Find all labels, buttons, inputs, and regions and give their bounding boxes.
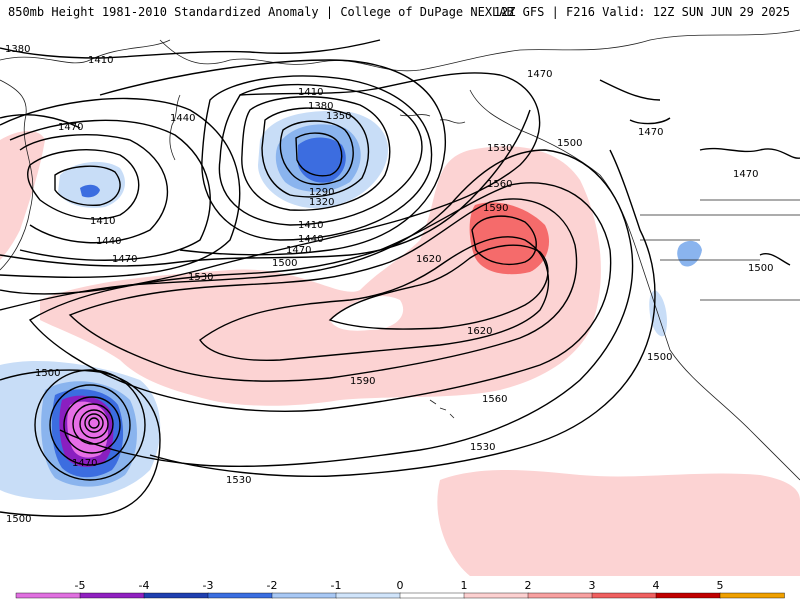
contour-label: 1530 bbox=[470, 442, 495, 453]
colorbar-segment bbox=[15, 592, 81, 599]
colorbar-segment bbox=[143, 592, 209, 599]
contour-label: 1500 bbox=[647, 352, 672, 363]
colorbar-segments bbox=[15, 592, 785, 599]
colorbar-segment bbox=[527, 592, 593, 599]
contour-label: 1410 bbox=[298, 87, 323, 98]
contour-label: 1620 bbox=[416, 254, 441, 265]
colorbar-segment bbox=[399, 592, 465, 599]
contour-label: 1290 bbox=[309, 187, 334, 198]
contour-label: 1500 bbox=[557, 138, 582, 149]
contour-label: 1470 bbox=[72, 458, 97, 469]
colorbar-tick-label: -2 bbox=[267, 579, 278, 592]
contour-label: 1620 bbox=[467, 326, 492, 337]
contour-label: 1470 bbox=[638, 127, 663, 138]
contour-label: 1500 bbox=[272, 258, 297, 269]
colorbar: -5 -4 -3 -2 -1 0 1 2 3 4 5 bbox=[15, 579, 785, 599]
colorbar-tick-label: -4 bbox=[139, 579, 150, 592]
run-info: 12Z GFS | F216 Valid: 12Z SUN JUN 29 202… bbox=[493, 5, 790, 19]
colorbar-tick-label: 3 bbox=[589, 579, 596, 592]
colorbar-segment bbox=[79, 592, 145, 599]
contour-label: 1500 bbox=[748, 263, 773, 274]
colorbar-segment bbox=[719, 592, 785, 599]
contour-label: 1440 bbox=[96, 236, 121, 247]
map-title: 850mb Height 1981-2010 Standardized Anom… bbox=[8, 5, 514, 19]
colorbar-segment bbox=[463, 592, 529, 599]
contour-label: 1530 bbox=[487, 143, 512, 154]
contour-label: 1470 bbox=[112, 254, 137, 265]
contour-label: 1440 bbox=[298, 234, 323, 245]
contour-label: 1380 bbox=[5, 44, 30, 55]
contour-label: 1380 bbox=[308, 101, 333, 112]
colorbar-tick-label: 4 bbox=[653, 579, 660, 592]
contour-label: 1500 bbox=[35, 368, 60, 379]
contour-labels: 1380 1410 1470 1440 1410 1380 1350 1290 … bbox=[5, 44, 773, 525]
colorbar-tick-label: 2 bbox=[525, 579, 532, 592]
colorbar-tick-label: 5 bbox=[717, 579, 724, 592]
contour-label: 1410 bbox=[88, 55, 113, 66]
anomaly-shading bbox=[0, 110, 800, 576]
colorbar-segment bbox=[271, 592, 337, 599]
contour-label: 1530 bbox=[188, 272, 213, 283]
contour-label: 1470 bbox=[733, 169, 758, 180]
contour-label: 1440 bbox=[170, 113, 195, 124]
contour-label: 1590 bbox=[350, 376, 375, 387]
contour-label: 1500 bbox=[6, 514, 31, 525]
contour-label: 1320 bbox=[309, 197, 334, 208]
contour-label: 1470 bbox=[527, 69, 552, 80]
colorbar-segment bbox=[207, 592, 273, 599]
contour-label: 1410 bbox=[298, 220, 323, 231]
colorbar-tick-label: -3 bbox=[203, 579, 214, 592]
title-bar: 850mb Height 1981-2010 Standardized Anom… bbox=[0, 0, 800, 24]
map-area: 1380 1410 1470 1440 1410 1380 1350 1290 … bbox=[0, 24, 800, 576]
positive-anomaly-south bbox=[437, 470, 800, 576]
contour-label: 1590 bbox=[483, 203, 508, 214]
contour-label: 1470 bbox=[58, 122, 83, 133]
positive-anomaly-north-pacific bbox=[40, 146, 601, 406]
height-contours bbox=[0, 39, 800, 517]
colorbar-ticks: -5 -4 -3 -2 -1 0 1 2 3 4 5 bbox=[75, 579, 724, 592]
positive-anomaly-core bbox=[469, 202, 550, 275]
colorbar-tick-label: -1 bbox=[331, 579, 342, 592]
contour-label: 1530 bbox=[226, 475, 251, 486]
contour-label: 1350 bbox=[326, 111, 351, 122]
contour-label: 1470 bbox=[286, 245, 311, 256]
contour-label: 1560 bbox=[482, 394, 507, 405]
colorbar-tick-label: 0 bbox=[397, 579, 404, 592]
contour-label: 1560 bbox=[487, 179, 512, 190]
colorbar-segment bbox=[335, 592, 401, 599]
colorbar-segment bbox=[655, 592, 721, 599]
contour-label: 1410 bbox=[90, 216, 115, 227]
colorbar-segment bbox=[591, 592, 657, 599]
colorbar-tick-label: -5 bbox=[75, 579, 86, 592]
colorbar-tick-label: 1 bbox=[461, 579, 468, 592]
negative-anomaly-west-low bbox=[58, 161, 125, 208]
